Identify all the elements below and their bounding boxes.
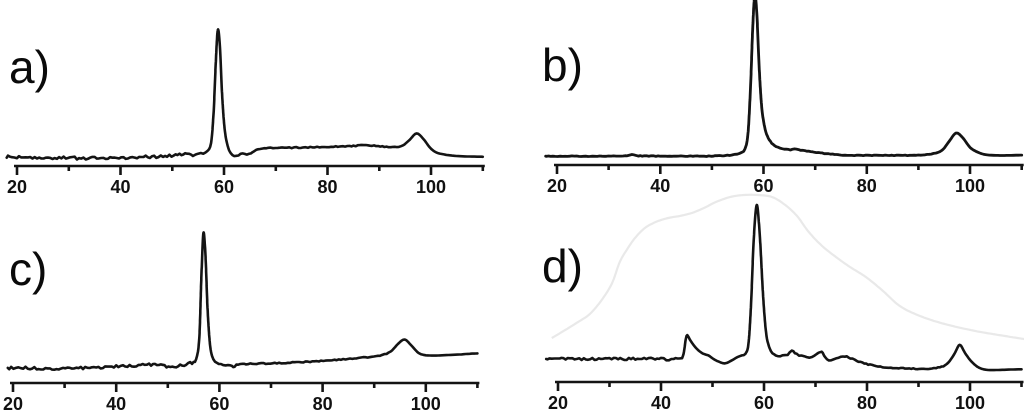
panel-c-label: c)	[9, 243, 48, 295]
x-tick-label: 80	[313, 394, 333, 413]
x-tick-label: 40	[110, 177, 130, 197]
x-tick-label: 100	[411, 394, 441, 413]
panel-b-plot: 20 40 60 80 100	[544, 0, 1024, 196]
x-tick-label: 100	[955, 393, 985, 413]
panel-a-trace	[5, 28, 485, 161]
panel-d-x-axis	[555, 380, 1024, 391]
x-tick-label: 20	[3, 394, 23, 413]
panel-a-plot: 20 40 60 80 100	[5, 28, 485, 197]
panel-a-x-axis	[14, 164, 485, 175]
panel-b-x-axis	[554, 163, 1024, 174]
x-tick-label: 20	[548, 393, 568, 413]
panel-c-trace	[6, 231, 479, 371]
panel-d-label: d)	[542, 240, 583, 292]
panel-a-x-tick-labels: 20 40 60 80 100	[7, 177, 446, 197]
panel-b-x-tick-labels: 20 40 60 80 100	[547, 176, 985, 196]
panel-b-trace	[544, 0, 1024, 158]
panel-c-x-tick-labels: 20 40 60 80 100	[3, 394, 441, 413]
x-tick-label: 60	[214, 177, 234, 197]
x-tick-label: 100	[955, 176, 985, 196]
x-tick-label: 80	[857, 393, 877, 413]
panel-d-trace	[544, 203, 1023, 372]
x-tick-label: 20	[7, 177, 27, 197]
x-tick-label: 60	[753, 176, 773, 196]
x-tick-label: 80	[317, 177, 337, 197]
x-tick-label: 40	[106, 394, 126, 413]
panel-b-label: b)	[542, 39, 583, 91]
panel-c-plot: 20 40 60 80 100	[3, 231, 480, 413]
x-tick-label: 100	[416, 177, 446, 197]
panel-d-x-tick-labels: 20 40 60 80 100	[548, 393, 985, 413]
ghost-curve	[551, 193, 1024, 341]
panel-d-plot: 20 40 60 80 100	[544, 193, 1024, 413]
x-tick-label: 60	[754, 393, 774, 413]
panel-a-label: a)	[9, 41, 50, 93]
x-tick-label: 60	[209, 394, 229, 413]
x-tick-label: 40	[650, 176, 670, 196]
panel-c-x-axis	[10, 381, 480, 392]
x-tick-label: 20	[547, 176, 567, 196]
x-tick-label: 80	[857, 176, 877, 196]
x-tick-label: 40	[651, 393, 671, 413]
